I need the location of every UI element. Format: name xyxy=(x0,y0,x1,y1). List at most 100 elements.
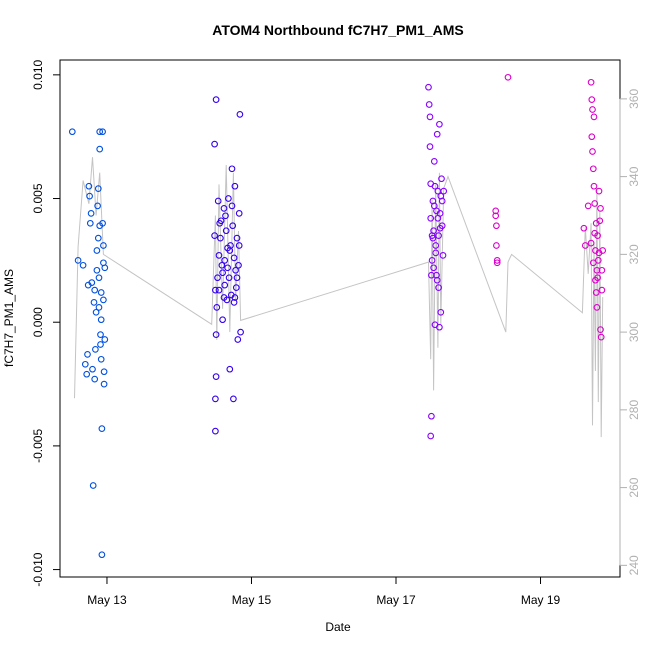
data-point xyxy=(99,219,106,227)
data-point xyxy=(597,205,604,212)
data-point xyxy=(493,222,500,230)
right-y-axis: 240 260 280 300 320 340 360 xyxy=(619,89,641,575)
data-point xyxy=(428,257,436,264)
data-point xyxy=(220,205,228,212)
data-point xyxy=(93,266,101,274)
data-point xyxy=(493,257,501,264)
data-point xyxy=(590,113,598,121)
data-point xyxy=(212,96,220,103)
data-point xyxy=(215,252,223,259)
right-y-tick-label: 300 xyxy=(627,322,641,342)
data-point xyxy=(96,128,104,136)
right-y-tick-label: 260 xyxy=(627,477,641,497)
data-point xyxy=(228,202,236,210)
data-point xyxy=(597,326,604,333)
data-point xyxy=(233,234,241,242)
x-tick-label: May 19 xyxy=(521,593,561,607)
data-point xyxy=(437,308,445,316)
data-point xyxy=(428,412,435,420)
data-point xyxy=(94,234,102,242)
data-point xyxy=(492,207,500,215)
data-point xyxy=(589,165,597,173)
data-point xyxy=(212,395,219,403)
y-tick-label: -0.010 xyxy=(31,552,45,586)
data-point xyxy=(211,140,218,148)
data-point xyxy=(594,274,601,282)
data-point xyxy=(430,264,437,272)
data-point xyxy=(101,264,109,272)
series-group xyxy=(492,73,607,341)
data-point xyxy=(95,274,103,282)
data-point xyxy=(593,266,601,274)
data-point xyxy=(427,214,435,222)
data-point xyxy=(597,333,605,341)
x-tick-label: May 13 xyxy=(87,593,127,607)
data-point xyxy=(215,286,223,294)
right-y-tick-label: 240 xyxy=(627,555,641,575)
data-point xyxy=(439,252,447,259)
y-axis-label: fC7H7_PM1_AMS xyxy=(2,269,16,367)
right-y-tick-label: 360 xyxy=(627,89,641,109)
y-tick-label: -0.005 xyxy=(31,429,45,463)
data-point xyxy=(212,427,219,435)
data-point xyxy=(225,195,232,202)
data-point xyxy=(97,316,105,324)
data-point xyxy=(100,242,107,249)
data-point xyxy=(581,242,589,249)
data-point xyxy=(94,185,102,192)
data-point xyxy=(433,130,441,138)
data-point xyxy=(97,341,104,348)
y-tick-label: 0.000 xyxy=(31,307,45,337)
data-point xyxy=(83,370,91,378)
data-point xyxy=(231,294,239,301)
data-point xyxy=(580,224,588,232)
data-point xyxy=(232,284,240,291)
data-point xyxy=(74,257,82,264)
data-point xyxy=(100,368,108,376)
data-point xyxy=(438,175,445,183)
data-point xyxy=(87,210,95,217)
data-point xyxy=(79,261,87,269)
data-point xyxy=(219,316,226,324)
data-point xyxy=(96,145,104,153)
data-point xyxy=(435,232,442,239)
series-group xyxy=(425,83,448,440)
right-axis-trace-line xyxy=(74,157,604,438)
data-point xyxy=(235,210,243,217)
data-point xyxy=(588,96,596,103)
data-point xyxy=(232,266,239,274)
data-point xyxy=(68,128,76,136)
data-point xyxy=(212,286,219,294)
data-point xyxy=(214,274,221,282)
y-tick-label: 0.010 xyxy=(31,60,45,90)
data-point xyxy=(436,120,443,128)
data-point xyxy=(212,373,220,380)
data-point xyxy=(101,336,109,343)
data-point xyxy=(91,375,99,383)
data-point xyxy=(436,210,444,217)
data-point xyxy=(592,219,600,227)
data-point xyxy=(426,143,434,150)
data-point xyxy=(221,281,229,289)
data-point xyxy=(592,289,600,296)
data-point xyxy=(433,276,441,284)
data-point xyxy=(590,182,598,190)
data-point xyxy=(589,106,596,113)
data-point xyxy=(214,197,222,205)
data-point xyxy=(81,360,89,368)
data-point xyxy=(235,242,243,249)
data-point xyxy=(211,232,218,239)
data-point xyxy=(231,182,239,190)
data-point xyxy=(220,294,228,301)
data-point xyxy=(213,304,221,311)
data-point xyxy=(587,239,595,247)
data-point xyxy=(230,299,238,306)
data-point xyxy=(598,266,606,274)
data-point xyxy=(88,279,96,286)
data-point xyxy=(584,202,592,210)
data-point xyxy=(438,222,446,230)
data-point xyxy=(237,328,244,336)
data-point xyxy=(591,200,599,207)
